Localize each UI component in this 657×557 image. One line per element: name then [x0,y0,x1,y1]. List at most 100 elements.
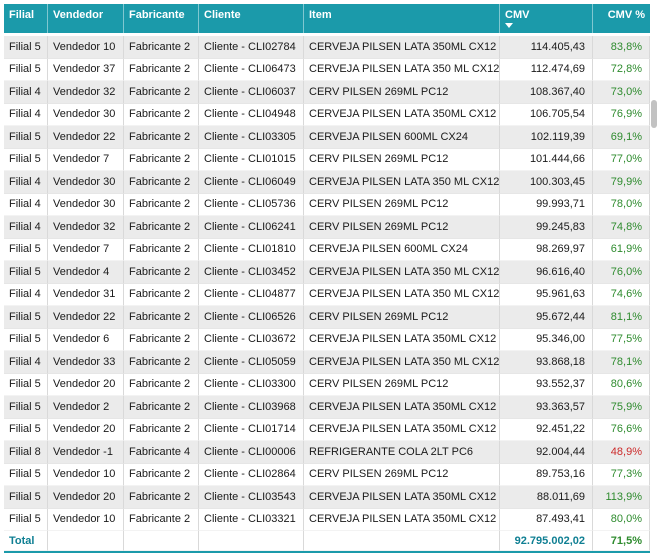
table-row[interactable]: Filial 5Vendedor 10Fabricante 2Cliente -… [4,36,650,59]
cell-cmv[interactable]: 99.993,71 [500,194,593,217]
cell-item[interactable]: CERVEJA PILSEN 600ML CX24 [304,126,500,149]
cell-fabricante[interactable]: Fabricante 2 [124,36,199,59]
cell-vendedor[interactable]: Vendedor 32 [48,216,124,239]
cell-fabricante[interactable]: Fabricante 2 [124,351,199,374]
cell-vendedor[interactable]: Vendedor 37 [48,59,124,82]
cell-cmv_pct[interactable]: 83,8% [593,36,650,59]
table-row[interactable]: Filial 4Vendedor 33Fabricante 2Cliente -… [4,351,650,374]
cell-item[interactable]: CERVEJA PILSEN LATA 350ML CX12 [304,486,500,509]
cell-cliente[interactable]: Cliente - CLI05736 [199,194,304,217]
table-row[interactable]: Filial 5Vendedor 20Fabricante 2Cliente -… [4,374,650,397]
cell-vendedor[interactable]: Vendedor 4 [48,261,124,284]
cell-item[interactable]: CERV PILSEN 269ML PC12 [304,194,500,217]
cell-cmv_pct[interactable]: 77,3% [593,464,650,487]
table-row[interactable]: Filial 5Vendedor 22Fabricante 2Cliente -… [4,126,650,149]
cell-cmv_pct[interactable]: 80,6% [593,374,650,397]
cell-filial[interactable]: Filial 5 [4,59,48,82]
scrollbar-thumb[interactable] [651,100,657,128]
cell-fabricante[interactable]: Fabricante 2 [124,59,199,82]
cell-cliente[interactable]: Cliente - CLI03321 [199,509,304,532]
cell-fabricante[interactable]: Fabricante 2 [124,81,199,104]
cell-cmv[interactable]: 106.705,54 [500,104,593,127]
cell-fabricante[interactable]: Fabricante 2 [124,419,199,442]
cell-filial[interactable]: Filial 4 [4,104,48,127]
table-row[interactable]: Filial 4Vendedor 32Fabricante 2Cliente -… [4,81,650,104]
cell-cliente[interactable]: Cliente - CLI01015 [199,149,304,172]
cell-cmv[interactable]: 93.552,37 [500,374,593,397]
cell-cliente[interactable]: Cliente - CLI01714 [199,419,304,442]
column-header-cmv-[interactable]: CMV % [593,4,650,33]
cell-fabricante[interactable]: Fabricante 2 [124,104,199,127]
cell-fabricante[interactable]: Fabricante 2 [124,396,199,419]
cell-item[interactable]: CERV PILSEN 269ML PC12 [304,216,500,239]
cell-cmv_pct[interactable]: 78,1% [593,351,650,374]
cell-vendedor[interactable]: Vendedor 30 [48,104,124,127]
cell-cmv_pct[interactable]: 81,1% [593,306,650,329]
cell-cmv_pct[interactable]: 77,0% [593,149,650,172]
column-header-vendedor[interactable]: Vendedor [48,4,124,33]
cell-cmv_pct[interactable]: 76,9% [593,104,650,127]
cell-filial[interactable]: Filial 5 [4,329,48,352]
column-header-item[interactable]: Item [304,4,500,33]
table-row[interactable]: Filial 5Vendedor 10Fabricante 2Cliente -… [4,464,650,487]
cell-cmv_pct[interactable]: 79,9% [593,171,650,194]
cell-item[interactable]: CERVEJA PILSEN LATA 350ML CX12 [304,419,500,442]
cell-cmv[interactable]: 95.346,00 [500,329,593,352]
cell-vendedor[interactable]: Vendedor 32 [48,81,124,104]
cell-cmv_pct[interactable]: 69,1% [593,126,650,149]
cell-cmv[interactable]: 99.245,83 [500,216,593,239]
cell-cmv[interactable]: 98.269,97 [500,239,593,262]
cell-vendedor[interactable]: Vendedor 30 [48,171,124,194]
cell-vendedor[interactable]: Vendedor 10 [48,36,124,59]
cell-filial[interactable]: Filial 5 [4,464,48,487]
cell-cliente[interactable]: Cliente - CLI06037 [199,81,304,104]
table-row[interactable]: Filial 4Vendedor 30Fabricante 2Cliente -… [4,194,650,217]
cell-item[interactable]: CERVEJA PILSEN LATA 350ML CX12 [304,396,500,419]
cell-cmv[interactable]: 112.474,69 [500,59,593,82]
cell-vendedor[interactable]: Vendedor 31 [48,284,124,307]
cell-cmv[interactable]: 92.451,22 [500,419,593,442]
cell-filial[interactable]: Filial 5 [4,36,48,59]
cell-cmv[interactable]: 88.011,69 [500,486,593,509]
column-header-cliente[interactable]: Cliente [199,4,304,33]
cell-item[interactable]: REFRIGERANTE COLA 2LT PC6 [304,441,500,464]
cell-cliente[interactable]: Cliente - CLI00006 [199,441,304,464]
cell-vendedor[interactable]: Vendedor 10 [48,509,124,532]
table-row[interactable]: Filial 5Vendedor 6Fabricante 2Cliente - … [4,329,650,352]
cell-vendedor[interactable]: Vendedor 22 [48,306,124,329]
cell-fabricante[interactable]: Fabricante 2 [124,329,199,352]
cell-cmv[interactable]: 95.961,63 [500,284,593,307]
cell-fabricante[interactable]: Fabricante 2 [124,149,199,172]
table-row[interactable]: Filial 8Vendedor -1Fabricante 4Cliente -… [4,441,650,464]
cell-item[interactable]: CERVEJA PILSEN LATA 350ML CX12 [304,104,500,127]
cell-filial[interactable]: Filial 8 [4,441,48,464]
cell-fabricante[interactable]: Fabricante 2 [124,486,199,509]
cell-cmv_pct[interactable]: 73,0% [593,81,650,104]
cell-cmv[interactable]: 108.367,40 [500,81,593,104]
cell-cmv[interactable]: 100.303,45 [500,171,593,194]
cell-cmv[interactable]: 101.444,66 [500,149,593,172]
cell-cliente[interactable]: Cliente - CLI03305 [199,126,304,149]
cell-filial[interactable]: Filial 4 [4,351,48,374]
cell-cmv[interactable]: 92.004,44 [500,441,593,464]
cell-fabricante[interactable]: Fabricante 2 [124,216,199,239]
table-row[interactable]: Filial 5Vendedor 20Fabricante 2Cliente -… [4,419,650,442]
cell-cliente[interactable]: Cliente - CLI04948 [199,104,304,127]
vertical-scrollbar[interactable] [650,0,657,557]
cell-filial[interactable]: Filial 5 [4,374,48,397]
cell-filial[interactable]: Filial 4 [4,171,48,194]
cell-item[interactable]: CERVEJA PILSEN LATA 350ML CX12 [304,36,500,59]
table-row[interactable]: Filial 5Vendedor 10Fabricante 2Cliente -… [4,509,650,532]
cell-cliente[interactable]: Cliente - CLI03452 [199,261,304,284]
cell-cliente[interactable]: Cliente - CLI06473 [199,59,304,82]
cell-cmv[interactable]: 102.119,39 [500,126,593,149]
cell-cliente[interactable]: Cliente - CLI03672 [199,329,304,352]
cell-fabricante[interactable]: Fabricante 2 [124,171,199,194]
cell-filial[interactable]: Filial 5 [4,306,48,329]
cell-cmv_pct[interactable]: 76,6% [593,419,650,442]
cell-filial[interactable]: Filial 4 [4,216,48,239]
cell-cmv[interactable]: 89.753,16 [500,464,593,487]
cell-fabricante[interactable]: Fabricante 2 [124,306,199,329]
table-row[interactable]: Filial 4Vendedor 31Fabricante 2Cliente -… [4,284,650,307]
cell-cmv[interactable]: 93.363,57 [500,396,593,419]
